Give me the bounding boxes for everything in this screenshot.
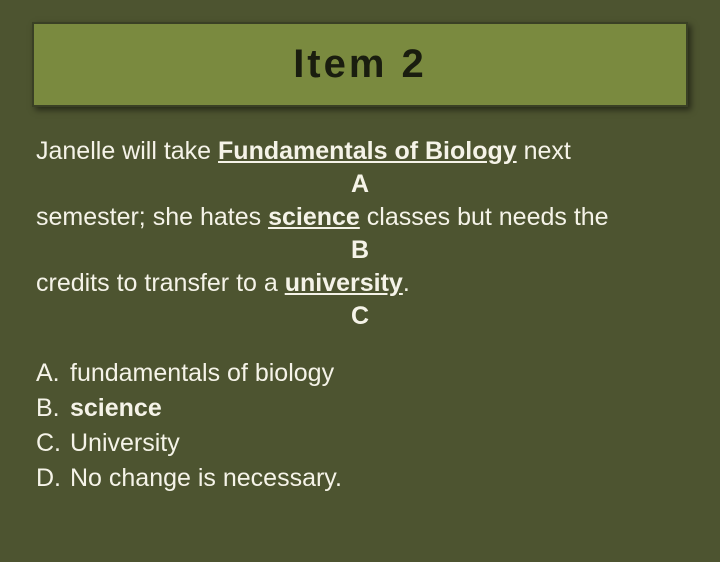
option-label: C. — [36, 427, 70, 460]
line2-pre: semester; she hates — [36, 203, 268, 231]
option-text: No change is necessary. — [70, 464, 342, 492]
line3-post: . — [403, 269, 410, 297]
option-label: A. — [36, 357, 70, 390]
option-label: B. — [36, 392, 70, 425]
option-text: science — [70, 394, 162, 422]
passage: Janelle will take Fundamentals of Biolog… — [0, 107, 720, 333]
passage-line-1: Janelle will take Fundamentals of Biolog… — [36, 135, 684, 168]
option-a[interactable]: A.fundamentals of biology — [36, 357, 684, 390]
option-text: fundamentals of biology — [70, 359, 334, 387]
marker-a: A — [36, 168, 684, 201]
passage-line-3: credits to transfer to a university. — [36, 267, 684, 300]
marker-c: C — [36, 300, 684, 333]
line1-pre: Janelle will take — [36, 137, 218, 165]
line3-pre: credits to transfer to a — [36, 269, 285, 297]
option-d[interactable]: D.No change is necessary. — [36, 462, 684, 495]
line1-post: next — [517, 137, 571, 165]
answer-options: A.fundamentals of biology B.science C.Un… — [0, 333, 720, 495]
line2-underline: science — [268, 203, 360, 231]
option-b[interactable]: B.science — [36, 392, 684, 425]
passage-line-2: semester; she hates science classes but … — [36, 201, 684, 234]
title-box: Item 2 — [32, 22, 688, 107]
line3-underline: university — [285, 269, 403, 297]
option-text: University — [70, 429, 180, 457]
option-c[interactable]: C.University — [36, 427, 684, 460]
option-label: D. — [36, 462, 70, 495]
marker-b: B — [36, 234, 684, 267]
line1-underline: Fundamentals of Biology — [218, 137, 517, 165]
title-text: Item 2 — [34, 42, 686, 87]
line2-post: classes but needs the — [360, 203, 609, 231]
